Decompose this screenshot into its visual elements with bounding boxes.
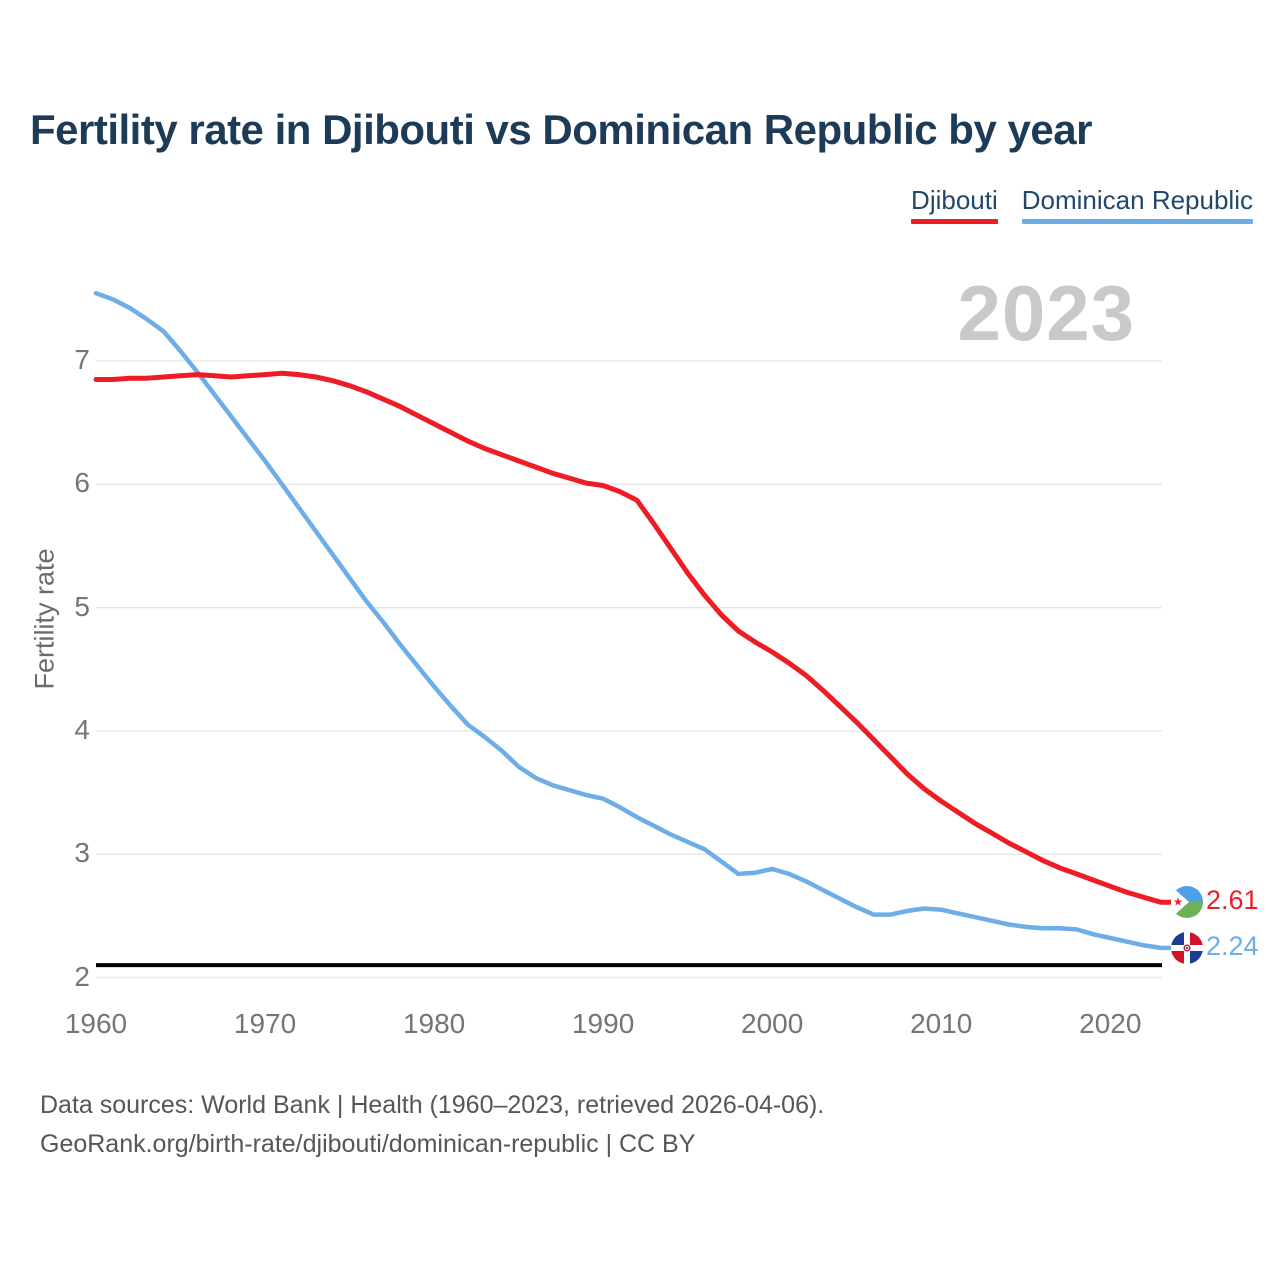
- dominican-republic-flag-icon: [1171, 931, 1203, 964]
- x-tick-label-1980: 1980: [402, 1008, 466, 1039]
- legend-underline-djibouti: [911, 219, 998, 224]
- djibouti-line[interactable]: [93, 370, 1173, 905]
- footer-sources: Data sources: World Bank | Health (1960–…: [40, 1091, 825, 1119]
- y-tick-label-3: 3: [74, 837, 90, 869]
- y-tick-label-4: 4: [74, 713, 90, 745]
- legend-item-dominican-republic[interactable]: Dominican Republic: [1021, 185, 1253, 224]
- year-watermark: 2023: [957, 269, 1135, 357]
- legend-label-dominican-republic: Dominican Republic: [1021, 185, 1253, 215]
- y-tick-label-6: 6: [74, 467, 90, 499]
- y-tick-label-2: 2: [74, 960, 90, 992]
- x-tick-label-2010: 2010: [910, 1008, 973, 1039]
- legend: Djibouti Dominican Republic: [911, 185, 1253, 224]
- dominican-republic-line[interactable]: [93, 290, 1173, 951]
- footer: Data sources: World Bank | Health (1960–…: [40, 1086, 824, 1164]
- djibouti-flag-icon: [1171, 886, 1203, 919]
- footer-attribution[interactable]: GeoRank.org/birth-rate/djibouti/dominica…: [40, 1130, 696, 1158]
- x-tick-label-2000: 2000: [741, 1008, 804, 1039]
- y-tick-label-7: 7: [74, 344, 90, 375]
- x-tick-label-1990: 1990: [571, 1008, 635, 1039]
- dominican-republic-end-value: 2.24: [1206, 930, 1259, 961]
- legend-label-djibouti: Djibouti: [911, 185, 998, 215]
- djibouti-end-value: 2.61: [1206, 885, 1259, 916]
- x-tick-label-2020: 2020: [1079, 1008, 1142, 1039]
- page-title: Fertility rate in Djibouti vs Dominican …: [30, 106, 1092, 153]
- x-tick-label-1970: 1970: [233, 1008, 297, 1039]
- y-tick-label-5: 5: [74, 590, 90, 622]
- x-tick-label-1960: 1960: [64, 1008, 128, 1039]
- legend-item-djibouti[interactable]: Djibouti: [911, 185, 998, 224]
- legend-underline-dominican-republic: [1021, 219, 1253, 224]
